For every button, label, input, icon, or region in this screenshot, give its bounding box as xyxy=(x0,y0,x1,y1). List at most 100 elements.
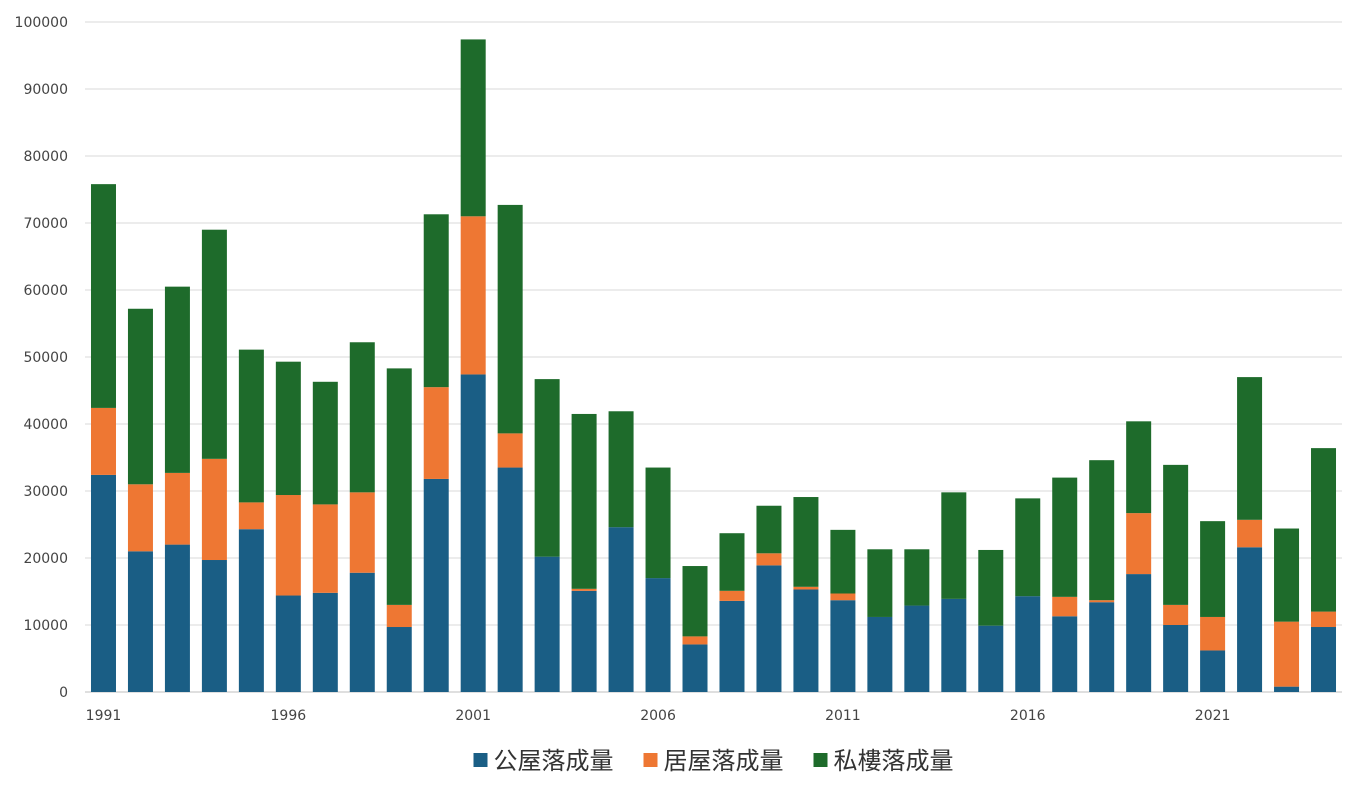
bar-segment xyxy=(867,616,893,692)
x-axis: 1991 1996 2001 2006 2011 2016 2021 xyxy=(86,708,1231,724)
bar-segment xyxy=(1237,377,1263,520)
bar-segment xyxy=(608,411,634,528)
bar-segment xyxy=(645,578,671,692)
bar-segment xyxy=(830,600,856,692)
bar-segment xyxy=(275,595,301,692)
bar-segment xyxy=(1311,627,1337,692)
bar-segment xyxy=(164,544,190,692)
bar-segment xyxy=(756,505,782,554)
y-tick-label: 30000 xyxy=(23,484,68,500)
bar-segment xyxy=(904,605,930,692)
bar-segment xyxy=(275,361,301,496)
x-tick-label: 1996 xyxy=(271,708,307,724)
bar-segment xyxy=(534,556,560,692)
bar-segment xyxy=(1163,625,1189,692)
bar-segment xyxy=(164,472,190,545)
bar-segment xyxy=(904,549,930,606)
x-tick-label: 2006 xyxy=(640,708,676,724)
y-tick-label: 0 xyxy=(59,685,68,701)
bar-segment xyxy=(349,492,375,573)
bar-segment xyxy=(127,308,153,485)
bar-segment xyxy=(312,592,338,692)
bar-segment xyxy=(1052,477,1078,597)
bar-segment xyxy=(1089,602,1115,692)
bar-segment xyxy=(793,497,819,587)
bar-segment xyxy=(386,627,412,692)
bar-segment xyxy=(830,593,856,601)
bars xyxy=(90,39,1337,692)
bar-segment xyxy=(978,549,1004,626)
x-tick-label: 2011 xyxy=(825,708,861,724)
bar-segment xyxy=(1274,528,1300,622)
bar-segment xyxy=(201,229,227,459)
bar-segment xyxy=(497,204,523,434)
bar-segment xyxy=(497,433,523,468)
bar-segment xyxy=(238,529,264,692)
legend: 公屋落成量 居屋落成量 私樓落成量 xyxy=(473,747,954,775)
y-tick-label: 80000 xyxy=(23,149,68,165)
bar-segment xyxy=(1311,611,1337,628)
legend-item: 私樓落成量 xyxy=(813,747,954,775)
bar-segment xyxy=(571,413,597,589)
bar-segment xyxy=(349,342,375,493)
y-tick-label: 10000 xyxy=(23,618,68,634)
bar-segment xyxy=(1163,604,1189,625)
bar-segment xyxy=(1015,498,1041,597)
bar-segment xyxy=(1089,460,1115,601)
gridlines xyxy=(85,21,1342,693)
bar-segment xyxy=(1126,574,1152,692)
bar-segment xyxy=(941,492,967,599)
bar-segment xyxy=(386,368,412,605)
legend-label: 私樓落成量 xyxy=(834,747,954,775)
bar-segment xyxy=(682,636,708,645)
legend-label: 公屋落成量 xyxy=(494,747,614,775)
bar-segment xyxy=(571,588,597,591)
bar-segment xyxy=(90,184,116,408)
y-axis: 0 10000 20000 30000 40000 50000 60000 70000 8000… xyxy=(15,15,68,701)
bar-segment xyxy=(978,625,1004,692)
bar-segment xyxy=(423,387,449,479)
legend-item: 公屋落成量 xyxy=(473,747,614,775)
bar-segment xyxy=(164,286,190,473)
legend-swatch xyxy=(473,753,488,767)
bar-segment xyxy=(497,467,523,692)
x-tick-label: 2021 xyxy=(1195,708,1231,724)
bar-segment xyxy=(460,39,486,217)
bar-segment xyxy=(608,527,634,692)
bar-segment xyxy=(312,504,338,593)
bar-segment xyxy=(1274,621,1300,687)
y-tick-label: 90000 xyxy=(23,82,68,98)
bar-segment xyxy=(1015,596,1041,692)
legend-label: 居屋落成量 xyxy=(664,747,784,775)
bar-segment xyxy=(682,644,708,692)
bar-segment xyxy=(460,216,486,375)
bar-segment xyxy=(127,551,153,692)
legend-swatch xyxy=(813,753,828,767)
bar-segment xyxy=(201,458,227,561)
bar-segment xyxy=(1200,521,1226,617)
bar-segment xyxy=(386,604,412,628)
x-tick-label: 2001 xyxy=(455,708,491,724)
bar-segment xyxy=(1237,547,1263,692)
bar-segment xyxy=(90,407,116,475)
bar-segment xyxy=(941,598,967,692)
bar-segment xyxy=(1274,686,1300,692)
bar-segment xyxy=(423,214,449,388)
x-tick-label: 2016 xyxy=(1010,708,1046,724)
bar-segment xyxy=(349,572,375,692)
x-tick-label: 1991 xyxy=(86,708,122,724)
bar-segment xyxy=(127,484,153,552)
bar-segment xyxy=(1200,616,1226,651)
bar-segment xyxy=(1089,600,1115,603)
bar-segment xyxy=(534,379,560,557)
bar-segment xyxy=(1200,650,1226,692)
bar-segment xyxy=(1126,421,1152,514)
bar-segment xyxy=(756,553,782,566)
bar-segment xyxy=(238,349,264,503)
bar-segment xyxy=(1237,519,1263,548)
bar-segment xyxy=(423,478,449,692)
bar-segment xyxy=(90,474,116,692)
bar-segment xyxy=(1126,513,1152,575)
